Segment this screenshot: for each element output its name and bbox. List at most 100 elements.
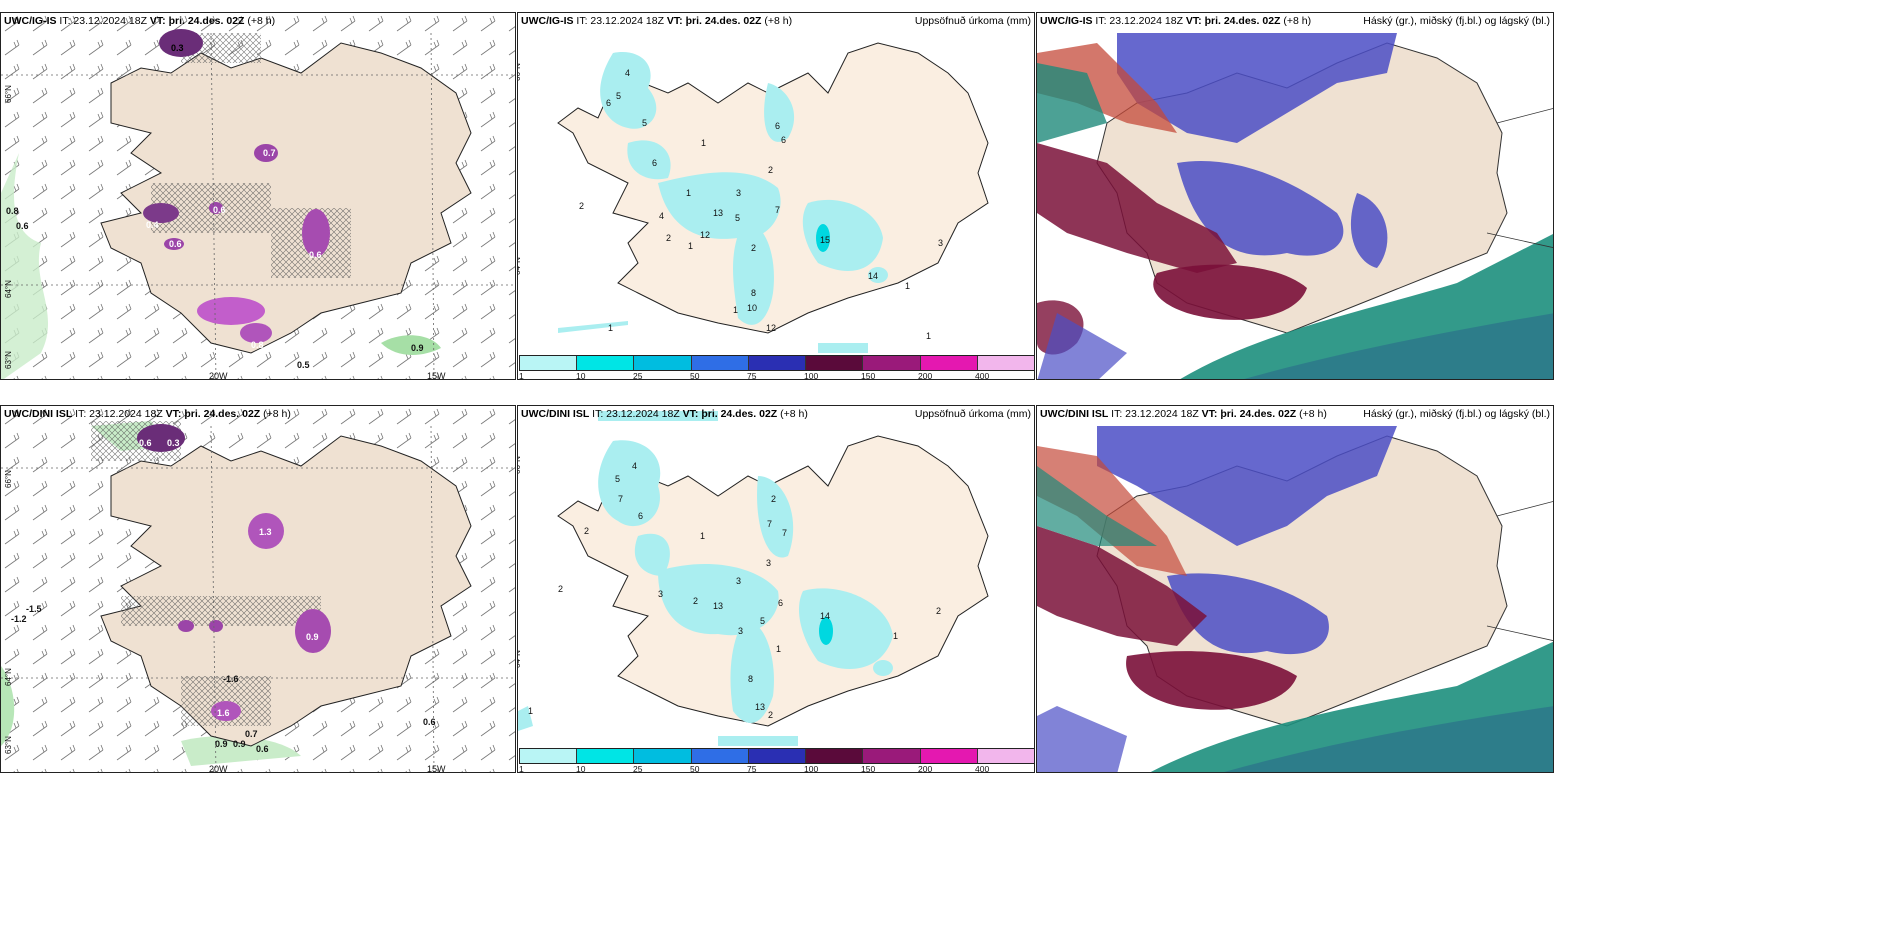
precip-value: 2	[666, 233, 672, 243]
map-panel-temp-bottom: UWC/DINI ISL IT: 23.12.2024 18Z VT: þri.…	[0, 405, 516, 773]
precip-value: 15	[820, 235, 831, 245]
colorbar-tick: 75	[747, 764, 757, 773]
colorbar-ticks: 1 10 25 50 75 100 150 200 400	[519, 764, 1034, 773]
precip-value: 7	[618, 494, 624, 504]
precip-value: 1	[608, 323, 614, 333]
precip-value: 2	[751, 243, 757, 253]
temp-label: 0.8	[251, 340, 264, 350]
precip-value: 6	[606, 98, 612, 108]
lat-label: 64°N	[4, 668, 13, 686]
panel-title: Uppsöfnuð úrkoma (mm)	[914, 15, 1031, 27]
temp-label: 0.9	[215, 739, 228, 749]
precip-map-top	[557, 42, 989, 353]
precip-value: 8	[751, 288, 757, 298]
temp-label: -1.5	[26, 604, 42, 614]
cloud-map-top	[1037, 13, 1553, 379]
precip-value: 5	[760, 616, 766, 626]
colorbar-tick: 50	[690, 371, 700, 380]
panel-header: UWC/DINI ISL IT: 23.12.2024 18Z VT: þri.…	[521, 408, 808, 420]
precip-value: 2	[584, 526, 590, 536]
temp-label: 0.6	[16, 221, 29, 231]
precip-value: 2	[768, 710, 774, 720]
colorbar-tick: 400	[975, 371, 990, 380]
lat-label: 63°N	[4, 736, 13, 754]
precip-value: 3	[938, 238, 944, 248]
precip-value: 1	[700, 531, 706, 541]
temp-label: 0.8	[6, 206, 19, 216]
precip-colorbar	[519, 748, 1034, 764]
colorbar-tick: 100	[804, 371, 819, 380]
map-panel-precip-bottom: UWC/DINI ISL IT: 23.12.2024 18Z VT: þri.…	[517, 405, 1035, 773]
temp-label: 0.9	[306, 632, 319, 642]
colorbar-tick: 1	[519, 371, 524, 380]
temp-label: -1.2	[11, 614, 27, 624]
colorbar-tick: 25	[633, 764, 643, 773]
precip-value: 4	[659, 211, 665, 221]
colorbar-tick: 200	[918, 764, 933, 773]
colorbar-tick: 1	[519, 764, 524, 773]
panel-header: UWC/DINI ISL IT: 23.12.2024 18Z VT: þri.…	[1040, 408, 1327, 420]
colorbar-tick: 400	[975, 764, 990, 773]
temp-label: 0.6	[213, 205, 226, 215]
lon-label: 15W	[427, 764, 446, 773]
precip-value: 12	[700, 230, 711, 240]
precip-value: 6	[781, 135, 787, 145]
precip-value: 14	[820, 611, 831, 621]
precip-value: 5	[735, 213, 741, 223]
temp-label: 0.4	[146, 220, 159, 230]
lat-label: 64°N	[517, 257, 522, 275]
precip-value: 1	[733, 305, 739, 315]
panel-header: UWC/DINI ISL IT: 23.12.2024 18Z VT: þri.…	[4, 408, 291, 420]
precip-value: 6	[638, 511, 644, 521]
temp-label: 0.3	[149, 28, 162, 38]
precip-value: 1	[893, 631, 899, 641]
temp-label: 1.6	[217, 708, 230, 718]
precip-value: 8	[748, 674, 754, 684]
lat-label: 64°N	[517, 650, 522, 668]
precip-value: 3	[736, 188, 742, 198]
precip-value: 7	[782, 528, 788, 538]
precip-value: 1	[701, 138, 707, 148]
panel-header: UWC/IG-IS IT: 23.12.2024 18Z VT: þri. 24…	[1040, 15, 1312, 27]
map-panel-temp-top: UWC/IG-IS IT: 23.12.2024 18Z VT: þri. 24…	[0, 12, 516, 380]
precip-value: 2	[558, 584, 564, 594]
temp-label: 0.5	[297, 360, 310, 370]
precip-value: 4	[632, 461, 638, 471]
colorbar-tick: 10	[576, 764, 586, 773]
precip-value: 2	[768, 165, 774, 175]
precip-value: 3	[766, 558, 772, 568]
lon-label: 20W	[209, 371, 228, 380]
iceland-landmass	[100, 42, 472, 354]
panel-header: UWC/IG-IS IT: 23.12.2024 18Z VT: þri. 24…	[4, 15, 276, 27]
precip-value: 3	[736, 576, 742, 586]
precip-value: 5	[615, 474, 621, 484]
precip-value: 6	[652, 158, 658, 168]
temp-map-bottom	[1, 406, 515, 772]
cloud-map-bottom	[1037, 406, 1553, 772]
lat-label: 64°N	[4, 280, 13, 298]
lat-label: 66°N	[4, 85, 13, 103]
temp-label: -1.6	[223, 674, 239, 684]
precip-value: 3	[738, 626, 744, 636]
panel-title: Háský (gr.), miðský (fj.bl.) og lágský (…	[1363, 408, 1550, 420]
precip-value: 2	[579, 201, 585, 211]
lon-label: 20W	[209, 764, 228, 773]
precip-value: 2	[936, 606, 942, 616]
precip-value: 1	[686, 188, 692, 198]
precip-value: 6	[778, 598, 784, 608]
lat-label: 66°N	[4, 470, 13, 488]
colorbar-tick: 150	[861, 371, 876, 380]
temp-label: 0.6	[169, 239, 182, 249]
map-panel-cloud-top: UWC/IG-IS IT: 23.12.2024 18Z VT: þri. 24…	[1036, 12, 1554, 380]
lon-label: 15W	[427, 371, 446, 380]
panel-title: Uppsöfnuð úrkoma (mm)	[914, 408, 1031, 420]
temp-label: 0.3	[171, 43, 184, 53]
temp-label: 0.3	[167, 438, 180, 448]
temp-label: 0.6	[423, 717, 436, 727]
panel-header: UWC/IG-IS IT: 23.12.2024 18Z VT: þri. 24…	[521, 15, 793, 27]
temp-label: 1.3	[259, 527, 272, 537]
colorbar-tick: 10	[576, 371, 586, 380]
lat-label: 66°N	[517, 456, 522, 474]
precip-colorbar	[519, 355, 1034, 371]
precip-value: 12	[766, 323, 777, 333]
